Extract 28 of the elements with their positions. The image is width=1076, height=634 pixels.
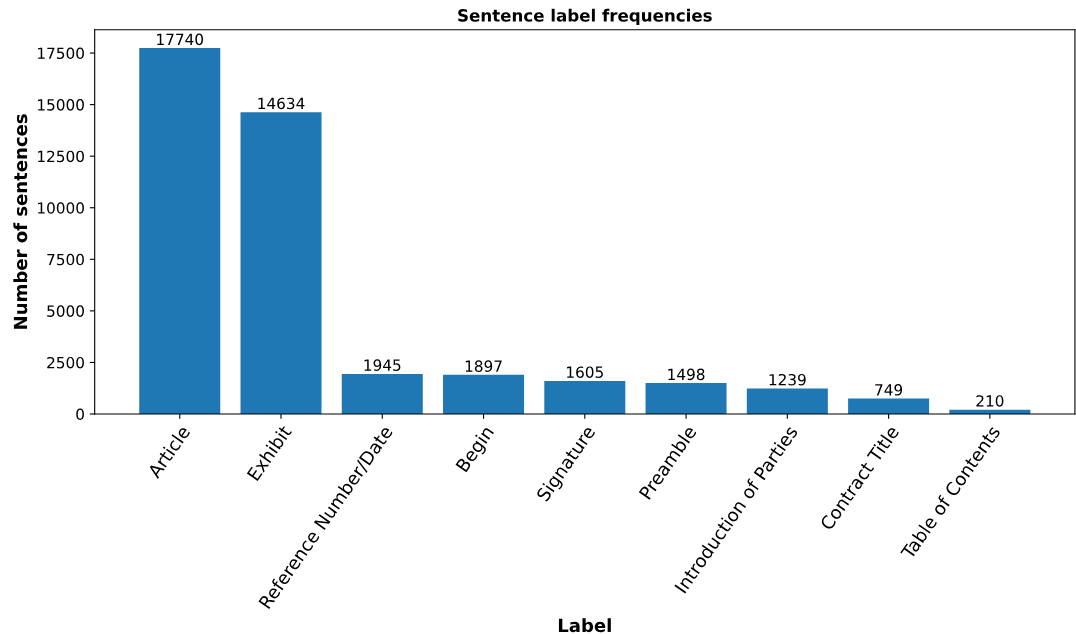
chart-title: Sentence label frequencies — [458, 8, 712, 25]
y-tick-label: 0 — [76, 408, 84, 421]
data-label: 1239 — [769, 373, 806, 386]
data-label: 749 — [875, 384, 903, 396]
y-tick-label: 17500 — [38, 47, 84, 60]
y-tick-label: 2500 — [47, 356, 84, 369]
data-label: 1498 — [668, 368, 705, 381]
y-tick-label: 12500 — [38, 150, 84, 163]
y-tick-label: 15000 — [38, 99, 84, 111]
data-label: 210 — [976, 395, 1004, 407]
bar — [544, 380, 626, 414]
bar — [848, 398, 930, 414]
y-axis-title: Number of sentences — [13, 114, 28, 329]
y-tick-label: 5000 — [47, 305, 84, 317]
data-label: 1605 — [567, 366, 603, 378]
x-axis-title: Label — [558, 618, 611, 633]
bar — [240, 112, 322, 414]
data-label: 14634 — [258, 97, 305, 110]
data-label: 1897 — [465, 360, 502, 372]
y-tick-label: 7500 — [47, 253, 84, 266]
bar — [746, 388, 828, 414]
bar — [443, 374, 525, 414]
data-label: 1945 — [364, 359, 401, 371]
data-label: 17740 — [157, 33, 204, 46]
bar — [645, 383, 727, 414]
y-tick-label: 10000 — [38, 202, 84, 214]
bar — [139, 48, 221, 414]
bar — [341, 373, 423, 414]
